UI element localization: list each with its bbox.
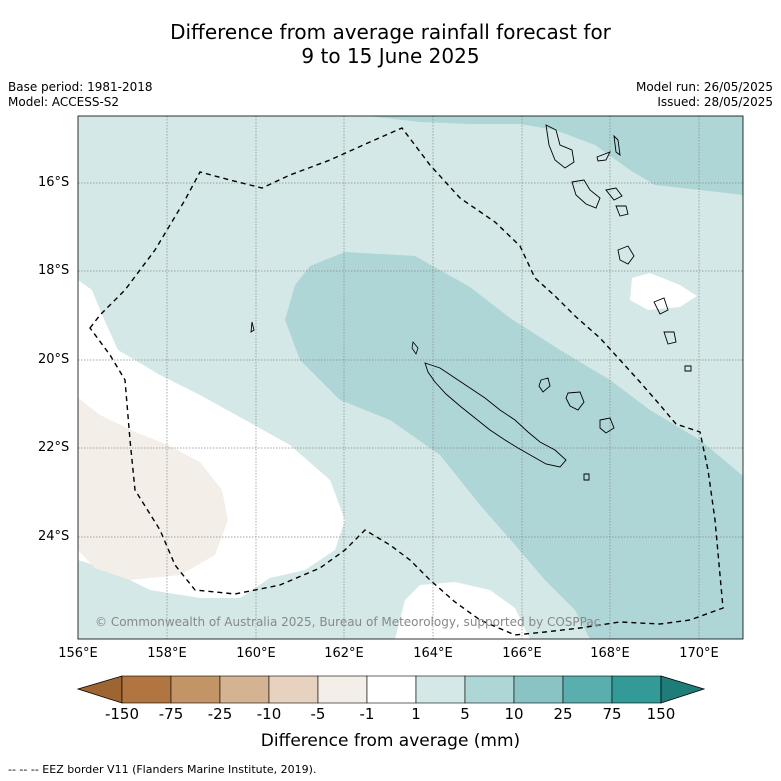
colorbar-tick: 25 (553, 705, 573, 723)
colorbar-bin-10 (562, 675, 613, 704)
eez-border (89, 127, 724, 636)
meta-right: Model run: 26/05/2025 Issued: 28/05/2025 (636, 80, 773, 110)
ouvea-island (538, 377, 551, 393)
colorbar-tick: -150 (104, 705, 140, 723)
model-name: Model: ACCESS-S2 (8, 95, 120, 109)
aneityum-island (684, 365, 692, 372)
colorbar-bin-4 (268, 675, 319, 704)
graticule (78, 116, 743, 639)
colorbar-tick: 5 (460, 705, 470, 723)
map-title: Difference from average rainfall forecas… (0, 20, 781, 68)
colorbar-tick: -25 (207, 705, 233, 723)
lifou-island (565, 391, 585, 411)
lat-label-16s: 16°S (38, 175, 70, 190)
lon-label-168e: 168°E (590, 646, 630, 661)
lon-label-164e: 164°E (413, 646, 453, 661)
maewo-island (596, 151, 611, 162)
colorbar-bin-11 (611, 675, 662, 704)
region-white-south (395, 582, 530, 639)
colorbar-bin-1 (121, 675, 172, 704)
copyright-notice: © Commonwealth of Australia 2025, Bureau… (95, 615, 601, 629)
eez-footnote: -- -- -- EEZ border V11 (Flanders Marine… (8, 763, 317, 776)
region-white-east (630, 273, 697, 310)
map-frame (77, 115, 744, 640)
base-period: Base period: 1981-2018 (8, 80, 153, 94)
title-line-1: Difference from average rainfall forecas… (170, 20, 611, 44)
model-run: Model run: 26/05/2025 (635, 80, 773, 94)
colorbar (76, 675, 706, 704)
erromango-island (653, 297, 669, 315)
lat-label-22s: 22°S (38, 440, 70, 455)
colorbar-tick: -1 (359, 705, 375, 723)
title-line-2: 9 to 15 June 2025 (301, 44, 480, 68)
colorbar-bin-2 (170, 675, 221, 704)
efate-island (617, 245, 635, 265)
colorbar-tick: 10 (504, 705, 524, 723)
lon-label-170e: 170°E (679, 646, 719, 661)
colorbar-arrow-right (660, 675, 706, 704)
ambrym-island (605, 187, 623, 201)
colorbar-bin-3 (219, 675, 270, 704)
colorbar-tick: 1 (411, 705, 421, 723)
issued-date: Issued: 28/05/2025 (657, 95, 773, 109)
new-caledonia-island (424, 362, 567, 468)
lat-label-18s: 18°S (38, 263, 70, 278)
lon-label-158e: 158°E (147, 646, 187, 661)
colorbar-tick: 150 (646, 705, 676, 723)
region-mid-teal-north (368, 116, 743, 195)
colorbar-bin-9 (513, 675, 564, 704)
isle-of-pines (583, 473, 590, 481)
malakula-island (571, 179, 601, 209)
colorbar-bin-5 (317, 675, 368, 704)
colorbar-tick: -75 (158, 705, 184, 723)
lon-label-160e: 160°E (236, 646, 276, 661)
colorbar-tick: -5 (310, 705, 326, 723)
espiritu-santo-island (545, 124, 575, 169)
lon-label-156e: 156°E (58, 646, 98, 661)
colorbar-bin-7 (415, 675, 466, 704)
mare-island (599, 417, 615, 434)
tanna-island (663, 331, 677, 345)
colorbar-bin-6 (366, 675, 417, 704)
colorbar-tick: -10 (256, 705, 282, 723)
belep-islands (411, 341, 419, 355)
region-beige (78, 398, 228, 580)
lat-label-20s: 20°S (38, 352, 70, 367)
pentecost-island (613, 134, 621, 157)
colorbar-title: Difference from average (mm) (260, 731, 521, 751)
colorbar-bin-8 (464, 675, 515, 704)
epi-island (615, 205, 629, 217)
lon-label-166e: 166°E (502, 646, 542, 661)
lon-label-162e: 162°E (324, 646, 364, 661)
colorbar-tick: 75 (602, 705, 622, 723)
colorbar-arrow-left (76, 675, 123, 704)
meta-left: Base period: 1981-2018 Model: ACCESS-S2 (8, 80, 153, 110)
small-reef-island (250, 321, 255, 333)
lat-label-24s: 24°S (38, 529, 70, 544)
